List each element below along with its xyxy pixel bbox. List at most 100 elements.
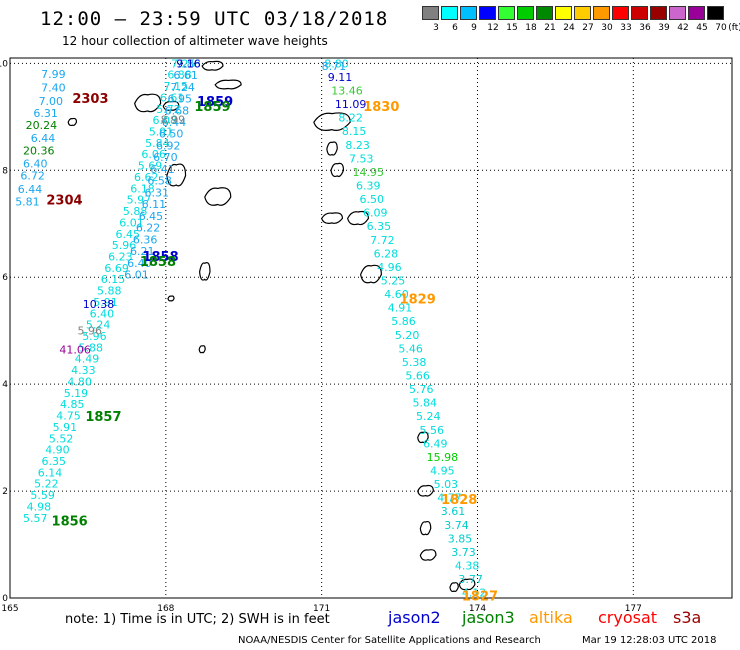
island-outline: [330, 162, 345, 178]
wave-height-value: 6.44: [162, 116, 187, 129]
wave-height-value: 3.85: [448, 532, 473, 545]
legend-label: 33: [620, 23, 632, 33]
wave-height-value: 41.06: [59, 343, 90, 356]
wave-height-value: 6.18: [130, 182, 155, 195]
footer-note: note: 1) Time is in UTC; 2) SWH is in fe…: [65, 612, 330, 627]
wave-height-value: 9.16: [176, 57, 201, 70]
wave-height-value: 6.50: [360, 193, 385, 206]
wave-height-value: 7.88: [176, 57, 201, 70]
legend-label: 30: [601, 23, 613, 33]
island-outline: [419, 520, 432, 536]
wave-height-value: 11.09: [335, 98, 367, 111]
wave-height-value: 6.88: [167, 69, 192, 82]
island-outline: [198, 262, 211, 281]
island-outline: [449, 582, 459, 593]
y-tick-label: 0: [2, 594, 8, 604]
wave-height-value: 4.90: [45, 444, 70, 457]
wave-height-value: 6.22: [136, 222, 161, 235]
wave-height-value: 5.84: [145, 137, 170, 150]
wave-height-value: 5.88: [78, 341, 103, 354]
wave-height-value: 15.98: [427, 451, 459, 464]
wave-height-value: 8.22: [338, 112, 363, 125]
wave-height-value: 13.46: [331, 84, 363, 97]
wave-height-value: 6.61: [173, 69, 198, 82]
wave-height-value: 6.31: [33, 107, 58, 120]
island-outline: [204, 187, 232, 206]
pass-time-label: 1859: [197, 95, 233, 110]
track-c: 8.809.1113.4611.098.228.158.237.5314.956…: [324, 57, 486, 599]
wave-height-value: 5.86: [391, 315, 416, 328]
map-title: 12:00 – 23:59 UTC 03/18/2018: [40, 8, 389, 30]
wave-height-value: 4.80: [67, 375, 92, 388]
legend-label: 27: [582, 23, 594, 33]
satellite-name-jason3: jason3: [462, 608, 515, 627]
wave-height-value: 5.46: [398, 342, 423, 355]
legend-label: 36: [639, 23, 651, 33]
wave-height-value: 5.76: [409, 383, 434, 396]
wave-height-value: 6.31: [144, 186, 169, 199]
map-frame: [9, 57, 733, 599]
x-tick-label: 177: [625, 604, 642, 614]
wave-height-value: 5.91: [149, 126, 174, 139]
island-outline: [201, 60, 224, 71]
wave-height-value: 5.96: [78, 325, 103, 338]
wave-height-value: 8.80: [324, 57, 349, 70]
wave-height-value: 4.60: [384, 288, 409, 301]
island-outline: [313, 112, 351, 131]
wave-height-value: 5.88: [97, 285, 122, 298]
island-outline: [419, 549, 437, 561]
legend-swatch: [422, 6, 439, 20]
legend-swatch: [479, 6, 496, 20]
pass-time-label: 1827: [462, 589, 498, 604]
wave-height-value: 8.15: [342, 125, 367, 138]
y-tick-label: 10: [0, 59, 8, 69]
legend-swatch: [460, 6, 477, 20]
wave-height-value: 4.96: [377, 261, 402, 274]
wave-height-value: 8.99: [161, 113, 186, 126]
wave-height-value: 6.58: [147, 175, 172, 188]
wave-height-value: 6.50: [159, 128, 184, 141]
island-outline: [458, 578, 476, 591]
island-outline: [326, 141, 338, 156]
island-outline: [134, 93, 162, 113]
wave-height-value: 5.97: [127, 194, 152, 207]
legend-label: 15: [506, 23, 518, 33]
legend-swatch: [555, 6, 572, 20]
wave-height-value: 6.28: [374, 247, 399, 260]
wave-height-value: 5.66: [405, 370, 430, 383]
wave-height-value: 6.14: [38, 466, 63, 479]
island-outline: [359, 264, 382, 284]
wave-height-value: 7.00: [39, 95, 64, 108]
legend-swatch: [631, 6, 648, 20]
wave-height-value: 6.49: [423, 437, 448, 450]
wave-height-value: 4.38: [455, 560, 480, 573]
wave-height-value: 3.77: [458, 573, 483, 586]
wave-height-value: 5.81: [15, 195, 40, 208]
legend-label: 21: [544, 23, 556, 33]
wave-height-value: 4.85: [60, 398, 85, 411]
wave-height-value: 6.40: [90, 307, 115, 320]
wave-height-value: 6.09: [363, 207, 388, 220]
credit-line: NOAA/NESDIS Center for Satellite Applica…: [238, 635, 541, 646]
island-outline: [417, 431, 429, 444]
wave-height-value: 4.49: [75, 353, 100, 366]
wave-height-value: 4.75: [56, 410, 80, 423]
wave-height-value: 3.61: [441, 505, 466, 518]
legend-label: 12: [487, 23, 499, 33]
island-outline: [214, 79, 242, 90]
x-tick-label: 174: [469, 604, 486, 614]
island-outline: [417, 484, 434, 497]
wave-height-value: 6.69: [104, 262, 129, 275]
wave-height-value: 3.74: [444, 519, 469, 532]
y-tick-label: 2: [2, 487, 8, 497]
generated-timestamp: Mar 19 12:28:03 UTC 2018: [582, 635, 717, 646]
legend-label: 18: [525, 23, 537, 33]
wave-height-value: 6.01: [124, 269, 148, 282]
pass-time-label: 1858: [140, 255, 176, 270]
wave-height-value: 6.35: [41, 455, 66, 468]
x-tick-label: 168: [157, 604, 174, 614]
wave-height-value: 3.73: [451, 546, 476, 559]
wave-height-value: 4.12: [462, 587, 487, 600]
wave-height-value: 14.95: [352, 166, 384, 179]
wave-height-value: 5.57: [23, 512, 48, 525]
